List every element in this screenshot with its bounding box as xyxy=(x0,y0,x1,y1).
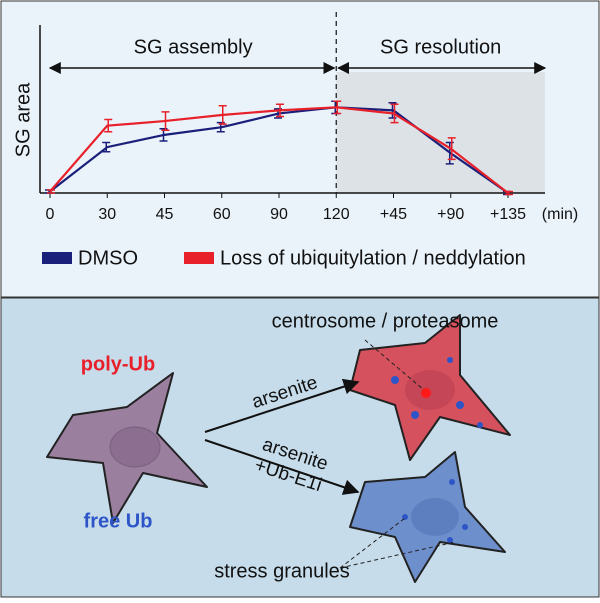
label: poly-Ub xyxy=(81,353,155,375)
arrow xyxy=(204,378,360,433)
granule xyxy=(477,422,483,428)
error-bar xyxy=(447,137,456,161)
error-bar xyxy=(276,103,284,118)
error-bar xyxy=(104,118,113,133)
series-line xyxy=(49,106,509,194)
error-bar xyxy=(102,141,111,153)
x-axis-label: (min) xyxy=(542,206,578,223)
granule xyxy=(456,401,464,409)
centrosome xyxy=(421,388,431,398)
pointer xyxy=(339,541,456,569)
x-tick-label: 90 xyxy=(270,206,288,223)
label: free Ub xyxy=(84,510,153,532)
cell-untreated xyxy=(46,372,208,524)
x-tick-label: 45 xyxy=(156,206,174,223)
cell-inhibitor xyxy=(349,451,506,583)
error-bar xyxy=(218,105,227,125)
x-tick-label: +45 xyxy=(380,206,407,223)
granule xyxy=(411,411,419,419)
label: centrosome / proteasome xyxy=(272,310,499,332)
chart: SG assembly SG resolution SG area (min) 0 30 4… xyxy=(12,12,578,269)
granule xyxy=(447,357,453,363)
granule xyxy=(462,524,468,530)
x-tick-label: 30 xyxy=(98,206,116,223)
x-tick-label: 120 xyxy=(323,206,350,223)
granule xyxy=(449,479,455,485)
legend-swatch xyxy=(42,252,72,264)
nucleus xyxy=(109,426,161,468)
label: stress granules xyxy=(214,560,350,582)
granule xyxy=(391,376,399,384)
legend-label: Loss of ubiquitylation / neddylation xyxy=(220,247,526,269)
x-tick-label: +90 xyxy=(437,206,464,223)
granule xyxy=(447,537,453,543)
error-bar xyxy=(333,100,342,115)
error-bar xyxy=(47,189,55,194)
x-tick-label: 60 xyxy=(213,206,231,223)
resolution-region xyxy=(336,72,545,193)
granule xyxy=(402,514,408,520)
diagram: centrosome / proteasome poly-Ub free Ub … xyxy=(46,310,511,583)
error-bar xyxy=(161,111,170,132)
error-bar xyxy=(390,103,399,124)
cell-arsenite xyxy=(349,314,511,461)
x-tick-label: 0 xyxy=(46,206,55,223)
nucleus xyxy=(411,498,459,536)
error-bar xyxy=(505,190,513,196)
x-tick-label: +135 xyxy=(490,206,526,223)
pointer xyxy=(364,339,425,391)
legend-swatch xyxy=(184,252,214,264)
phase-label: SG assembly xyxy=(134,36,253,58)
series-line xyxy=(49,106,509,194)
phase-label: SG resolution xyxy=(380,36,501,58)
legend-label: DMSO xyxy=(78,247,138,269)
y-axis-label: SG area xyxy=(12,82,34,157)
arrow xyxy=(204,439,360,495)
